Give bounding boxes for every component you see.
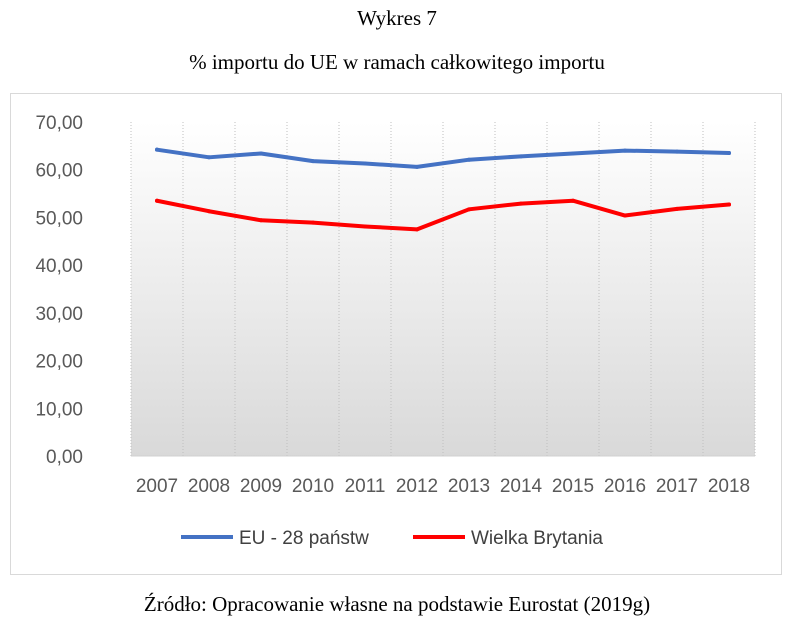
source-note: Źródło: Opracowanie własne na podstawie … bbox=[143, 592, 651, 616]
legend-label: EU - 28 państw bbox=[239, 528, 369, 549]
y-tick-label: 50,00 bbox=[35, 208, 83, 229]
x-tick-label: 2016 bbox=[604, 476, 646, 497]
data-point bbox=[415, 227, 419, 232]
data-point bbox=[675, 206, 679, 211]
data-point bbox=[623, 148, 627, 153]
series-line bbox=[155, 147, 731, 169]
data-point bbox=[467, 157, 471, 162]
data-point bbox=[727, 202, 731, 207]
x-tick-label: 2014 bbox=[500, 476, 543, 497]
x-tick-label: 2008 bbox=[188, 476, 230, 497]
data-point bbox=[259, 151, 263, 156]
x-tick-label: 2013 bbox=[448, 476, 490, 497]
figure-label: Wykres 7 bbox=[357, 6, 437, 30]
x-axis-ticks: 2007 2008 2009 2010 2011 2012 2013 2014 2015 2016… bbox=[136, 476, 750, 497]
data-point bbox=[207, 209, 211, 214]
y-tick-label: 40,00 bbox=[35, 256, 83, 277]
x-tick-label: 2010 bbox=[292, 476, 334, 497]
data-point bbox=[259, 218, 263, 223]
y-axis-ticks: 0,00 10,00 20,00 30,00 40,00 50,00 60,00 70,00 bbox=[35, 113, 83, 468]
line-chart: 0,0010,0020,0030,0040,0050,0060,0070,00 … bbox=[35, 113, 756, 549]
data-point bbox=[727, 151, 731, 156]
data-point bbox=[623, 213, 627, 218]
y-tick-label: 0,00 bbox=[46, 447, 83, 468]
data-point bbox=[519, 154, 523, 159]
data-point bbox=[363, 224, 367, 229]
x-tick-label: 2011 bbox=[345, 476, 386, 497]
data-point bbox=[467, 207, 471, 212]
data-point bbox=[311, 220, 315, 225]
series-2 bbox=[155, 198, 731, 232]
x-tick-label: 2017 bbox=[656, 476, 698, 497]
legend: EU - 28 państw Wielka Brytania bbox=[181, 528, 603, 549]
data-point bbox=[155, 147, 159, 152]
y-tick-label: 20,00 bbox=[35, 352, 83, 373]
x-tick-label: 2012 bbox=[396, 476, 438, 497]
x-tick-label: 2015 bbox=[552, 476, 594, 497]
series-lines bbox=[155, 147, 731, 232]
y-tick-label: 30,00 bbox=[35, 304, 83, 325]
data-point bbox=[415, 164, 419, 169]
data-point bbox=[571, 151, 575, 156]
plot-area bbox=[131, 122, 755, 456]
x-tick-label: 2007 bbox=[136, 476, 178, 497]
legend-label: Wielka Brytania bbox=[471, 528, 603, 549]
chart-frame: 0,00 10,00 20,00 30,00 40,00 50,00 60,00 70,00 … bbox=[10, 93, 782, 575]
data-point bbox=[571, 198, 575, 203]
data-point bbox=[675, 149, 679, 154]
x-tick-label: 2009 bbox=[240, 476, 282, 497]
data-point bbox=[363, 161, 367, 166]
y-tick-label: 10,00 bbox=[35, 399, 83, 420]
series-1 bbox=[155, 147, 731, 169]
data-point bbox=[207, 155, 211, 160]
series-line bbox=[155, 198, 731, 232]
data-point bbox=[155, 198, 159, 203]
gridlines bbox=[130, 122, 756, 457]
data-point bbox=[311, 159, 315, 164]
y-tick-label: 70,00 bbox=[35, 113, 83, 134]
y-tick-label: 60,00 bbox=[35, 161, 83, 182]
data-point bbox=[519, 201, 523, 206]
x-tick-label: 2018 bbox=[708, 476, 750, 497]
chart-title: % importu do UE w ramach całkowitego imp… bbox=[189, 50, 605, 74]
